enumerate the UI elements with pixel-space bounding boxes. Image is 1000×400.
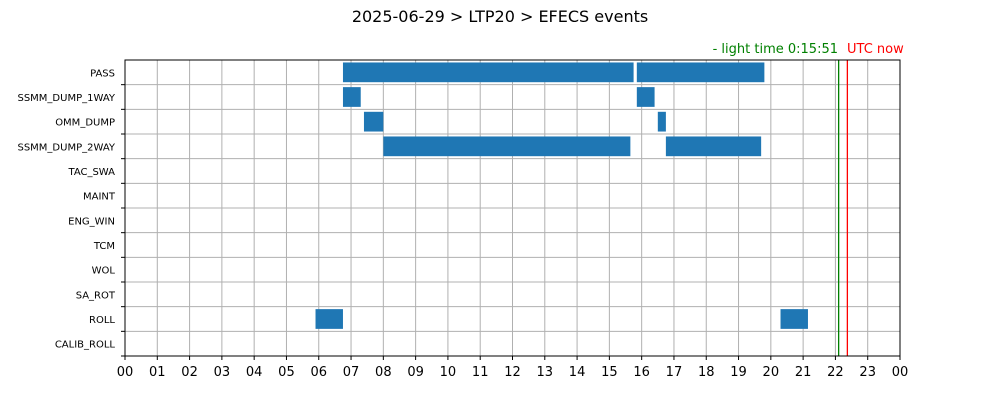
x-tick-label: 14 bbox=[569, 365, 586, 380]
x-tick-label: 09 bbox=[407, 365, 424, 380]
y-tick-label: WOL bbox=[92, 266, 116, 277]
utc-now-label: UTC now bbox=[847, 42, 904, 57]
event-bar-ssmm-dump-1way bbox=[342, 87, 361, 107]
x-tick-label: 12 bbox=[504, 365, 521, 380]
event-bar-ssmm-dump-2way bbox=[383, 136, 631, 157]
x-tick-label: 17 bbox=[666, 365, 683, 380]
x-tick-label: 06 bbox=[310, 365, 327, 380]
x-tick-label: 23 bbox=[859, 365, 876, 380]
y-tick-label: SSMM_DUMP_1WAY bbox=[17, 93, 115, 104]
x-tick-label: 11 bbox=[472, 365, 489, 380]
event-bar-roll bbox=[315, 309, 343, 329]
x-tick-label: 02 bbox=[181, 365, 198, 380]
x-tick-label: 08 bbox=[375, 365, 392, 380]
plot-frame bbox=[124, 59, 901, 357]
event-bar-pass bbox=[636, 62, 765, 83]
x-tick-label: 15 bbox=[601, 365, 618, 380]
y-axis-ticks: PASS SSMM_DUMP_1WAY OMM_DUMP SSMM_DUMP_2WAY… bbox=[17, 68, 125, 357]
x-tick-label: 04 bbox=[246, 365, 263, 380]
grid bbox=[125, 60, 900, 356]
x-tick-label: 00 bbox=[892, 365, 909, 380]
y-tick-label: ROLL bbox=[89, 315, 115, 326]
x-tick-label: 22 bbox=[827, 365, 844, 380]
x-tick-label: 13 bbox=[537, 365, 554, 380]
chart-title: 2025-06-29 > LTP20 > EFECS events bbox=[352, 7, 648, 26]
event-bar-roll bbox=[780, 309, 808, 329]
y-tick-label: TCM bbox=[93, 241, 115, 252]
event-bar-omm-dump bbox=[363, 111, 384, 132]
y-tick-label: PASS bbox=[90, 68, 115, 79]
y-tick-label: OMM_DUMP bbox=[55, 118, 115, 129]
x-tick-label: 18 bbox=[698, 365, 715, 380]
y-tick-label: ENG_WIN bbox=[68, 216, 115, 227]
event-bar-ssmm-dump-2way bbox=[665, 136, 762, 157]
y-tick-label: MAINT bbox=[83, 192, 116, 203]
y-tick-label: SA_ROT bbox=[76, 290, 116, 301]
light-time-label: - light time 0:15:51 bbox=[713, 42, 838, 57]
x-tick-label: 16 bbox=[633, 365, 650, 380]
reference-lines bbox=[837, 60, 849, 356]
event-bar-pass bbox=[342, 62, 634, 83]
y-tick-label: SSMM_DUMP_2WAY bbox=[17, 142, 115, 153]
event-bars bbox=[315, 62, 808, 329]
x-axis-ticks: 00 01 02 03 04 05 06 07 08 09 10 11 12 13 14 15 16 17 18 19… bbox=[117, 356, 909, 380]
x-tick-label: 21 bbox=[795, 365, 812, 380]
y-tick-label: CALIB_ROLL bbox=[55, 340, 116, 351]
x-tick-label: 19 bbox=[730, 365, 747, 380]
x-tick-label: 00 bbox=[117, 365, 134, 380]
y-tick-label: TAC_SWA bbox=[67, 167, 115, 178]
x-tick-label: 10 bbox=[440, 365, 457, 380]
x-tick-label: 20 bbox=[763, 365, 780, 380]
x-tick-label: 07 bbox=[343, 365, 360, 380]
x-tick-label: 01 bbox=[149, 365, 166, 380]
event-bar-omm-dump bbox=[657, 111, 666, 132]
event-bar-ssmm-dump-1way bbox=[636, 87, 655, 107]
x-tick-label: 03 bbox=[214, 365, 231, 380]
x-tick-label: 05 bbox=[278, 365, 295, 380]
